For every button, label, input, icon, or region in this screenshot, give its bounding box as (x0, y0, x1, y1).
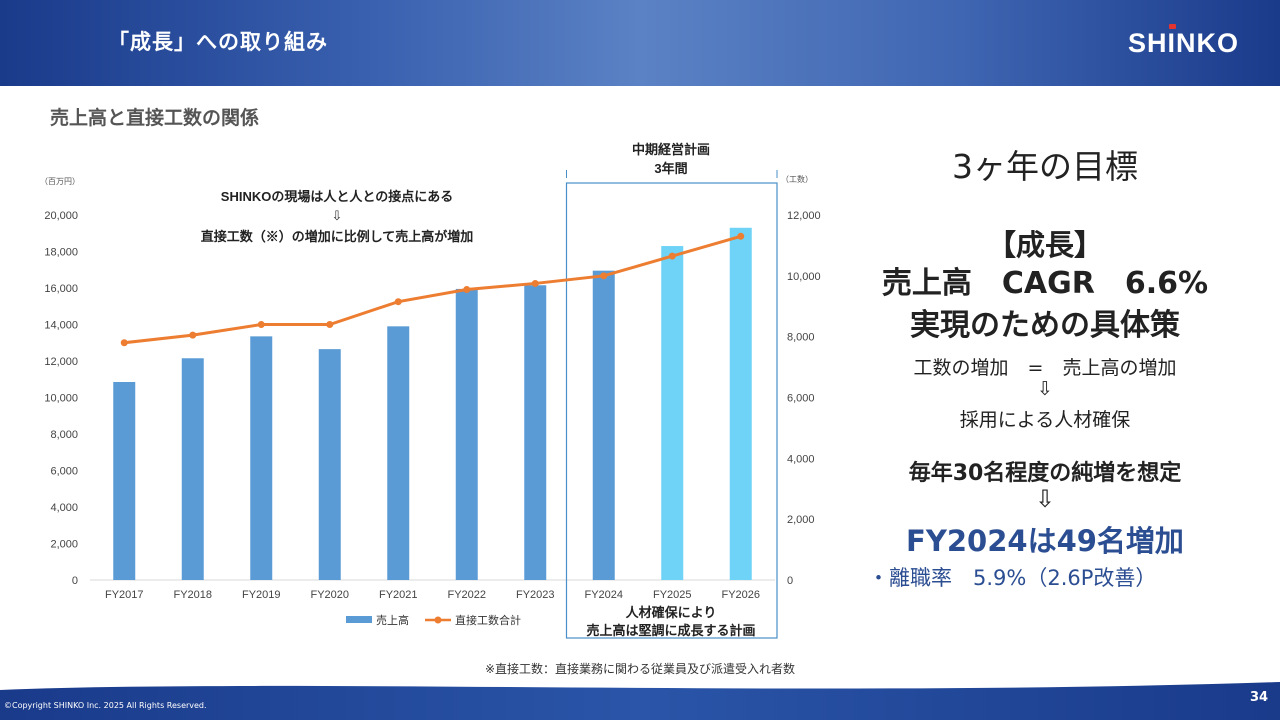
cagr-target: 売上高 CAGR 6.6% (881, 266, 1209, 301)
bar-FY2021 (387, 326, 410, 580)
left-axis-tick: 6,000 (50, 466, 78, 478)
labor-point-FY2022 (463, 286, 471, 294)
labor-point-FY2026 (737, 232, 745, 240)
x-axis-tick: FY2022 (447, 589, 486, 601)
bar-FY2026 (729, 227, 752, 580)
net-increase-text: 毎年30名程度の純増を想定 (908, 461, 1182, 486)
x-axis-tick: FY2025 (653, 589, 692, 601)
left-axis-tick: 4,000 (50, 502, 78, 514)
legend-line-marker (434, 616, 442, 624)
left-axis-tick: 14,000 (44, 320, 78, 332)
x-axis-tick: FY2023 (516, 589, 555, 601)
x-axis-tick: FY2019 (242, 589, 281, 601)
labor-point-FY2025 (668, 252, 676, 260)
x-axis-tick: FY2017 (105, 589, 144, 601)
labor-point-FY2017 (120, 339, 128, 347)
labor-sales-equation: 工数の増加 = 売上高の増加 (913, 357, 1177, 379)
plan-label-line2: 3年間 (654, 161, 687, 176)
bar-FY2023 (524, 285, 547, 580)
x-axis-tick: FY2021 (379, 589, 418, 601)
left-axis-tick: 20,000 (44, 210, 78, 222)
plan-label-line1: 中期経営計画 (632, 142, 710, 157)
left-axis-tick: 2,000 (50, 539, 78, 551)
down-arrow-icon: ⇩ (1034, 485, 1056, 513)
bar-FY2020 (318, 349, 341, 580)
x-axis-tick: FY2024 (584, 589, 623, 601)
bar-FY2018 (181, 358, 204, 580)
plan-period-box (565, 182, 778, 639)
down-arrow-icon: ⇩ (1037, 378, 1053, 400)
legend-bar-swatch (346, 616, 372, 623)
shinko-logo: SHI NKO (1128, 24, 1239, 59)
right-axis-tick: 12,000 (787, 210, 821, 222)
goal-title: 3ヶ年の目標 (952, 147, 1138, 186)
right-axis-tick: 4,000 (787, 453, 815, 465)
x-axis-tick: FY2020 (310, 589, 349, 601)
bar-FY2017 (113, 381, 136, 580)
legend-line-label: 直接工数合計 (455, 613, 521, 627)
labor-point-FY2020 (326, 321, 334, 328)
callout-top-arrow: ⇩ (332, 208, 343, 223)
right-axis-tick: 0 (787, 575, 793, 587)
copyright: ©Copyright SHINKO Inc. 2025 All Rights R… (4, 701, 207, 710)
right-axis-tick: 10,000 (787, 271, 821, 283)
right-axis-unit: （工数） (781, 174, 813, 184)
labor-point-FY2019 (257, 321, 265, 328)
left-axis-tick: 0 (72, 575, 78, 587)
labor-point-FY2023 (531, 279, 539, 287)
labor-line (124, 234, 742, 345)
bar-FY2024 (592, 270, 615, 580)
chart-section-title: 売上高と直接工数の関係 (50, 107, 260, 129)
plan-bracket (566, 170, 778, 178)
callout-bottom-line1: 人材確保により (626, 605, 717, 620)
footer-band (0, 682, 1280, 720)
turnover-rate: ・離職率 5.9%（2.6P改善） (868, 566, 1157, 590)
right-axis-tick: 8,000 (787, 332, 815, 344)
footnote: ※直接工数：直接業務に関わる従業員及び派遣受入れ者数 (484, 662, 796, 676)
legend-bar-label: 売上高 (376, 613, 409, 627)
page-number: 34 (1250, 690, 1269, 705)
growth-heading: 【成長】 (986, 228, 1103, 262)
header-band (0, 0, 1280, 86)
callout-top-line2: 直接工数（※）の増加に比例して売上高が増加 (201, 229, 474, 244)
labor-point-FY2021 (394, 298, 402, 306)
right-axis-tick: 6,000 (787, 393, 815, 405)
left-axis-tick: 16,000 (44, 283, 78, 295)
callout-top-line1: SHINKOの現場は人と人との接点にある (221, 189, 453, 204)
fy2024-increase: FY2024は49名増加 (906, 524, 1184, 558)
callout-bottom-line2: 売上高は堅調に成長する計画 (586, 623, 755, 638)
hiring-text: 採用による人材確保 (959, 409, 1131, 431)
x-axis-tick: FY2026 (721, 589, 760, 601)
labor-point-FY2018 (189, 331, 197, 339)
left-axis-tick: 8,000 (50, 429, 78, 441)
bar-FY2022 (455, 288, 478, 580)
measures-heading: 実現のための具体策 (910, 308, 1180, 343)
bar-FY2025 (661, 246, 684, 580)
labor-point-FY2024 (600, 272, 608, 280)
bar-FY2019 (250, 336, 273, 580)
left-axis-tick: 10,000 (44, 393, 78, 405)
left-axis-tick: 18,000 (44, 247, 78, 259)
x-axis-tick: FY2018 (173, 589, 212, 601)
right-axis-tick: 2,000 (787, 514, 815, 526)
left-axis-tick: 12,000 (44, 356, 78, 368)
page-title: 「成長」への取り組み (108, 30, 328, 54)
left-axis-unit: （百万円） (40, 177, 80, 186)
